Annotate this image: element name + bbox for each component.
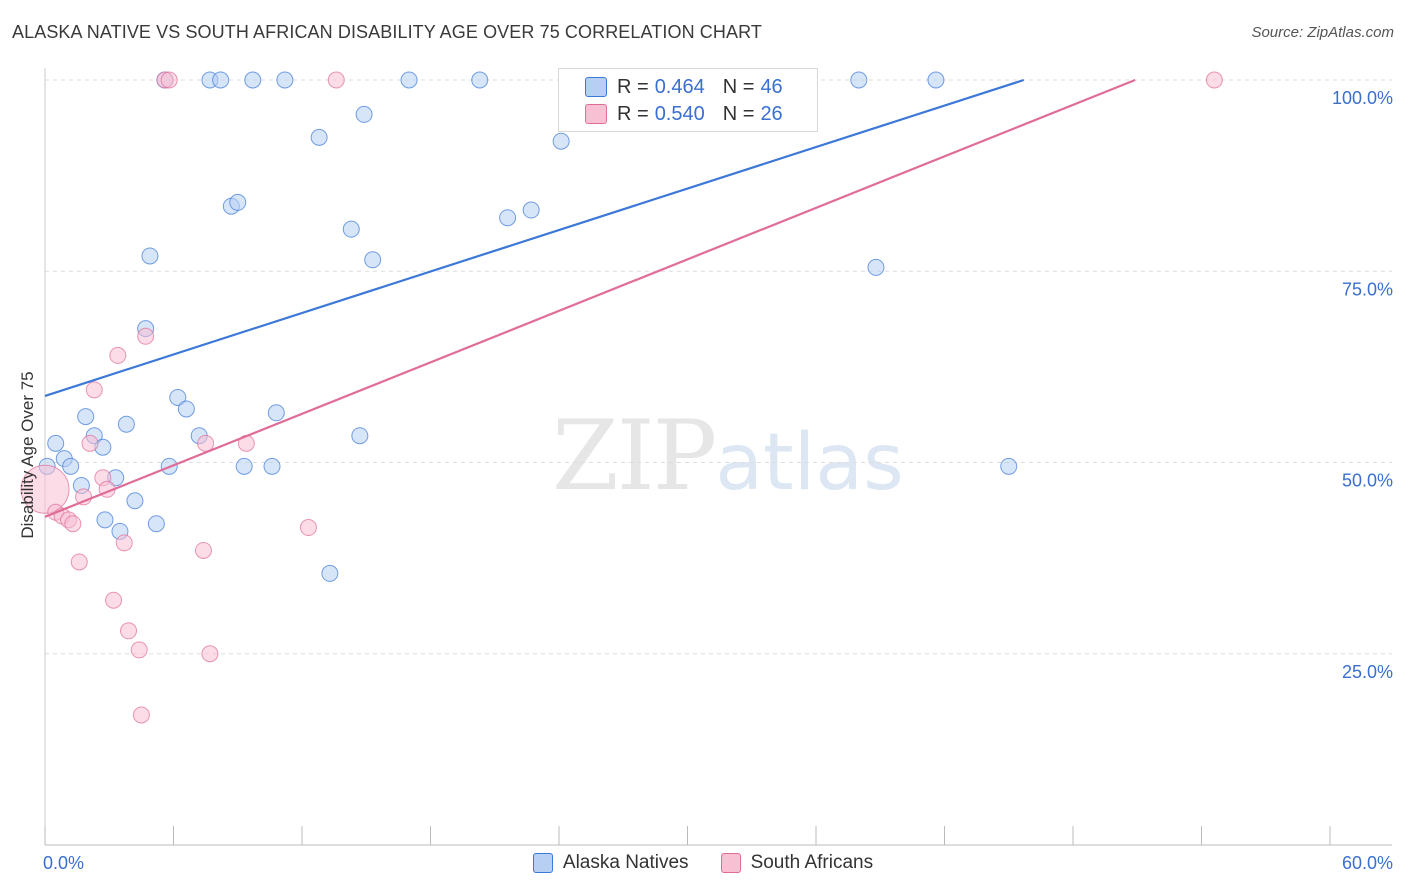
south-african-point bbox=[120, 622, 138, 640]
legend-n-value: 46 bbox=[760, 75, 783, 98]
alaska-point bbox=[400, 71, 418, 89]
watermark-zip: ZIP bbox=[552, 400, 717, 512]
south-african-trend-line bbox=[44, 78, 1136, 518]
alaska-point bbox=[499, 209, 517, 227]
south-african-point bbox=[327, 71, 345, 89]
south-african-point bbox=[201, 645, 219, 663]
bottom-legend: Alaska Natives South Africans bbox=[0, 852, 1406, 874]
alaska-point bbox=[235, 457, 253, 475]
y-tick-label: 50.0% bbox=[1342, 471, 1393, 491]
alaska-point bbox=[471, 71, 489, 89]
y-tick-label: 75.0% bbox=[1342, 279, 1393, 299]
bottom-legend-swatch-south-african bbox=[720, 853, 741, 873]
alaska-point bbox=[147, 515, 165, 533]
alaska-point bbox=[867, 258, 885, 276]
legend-r-value: 0.540 bbox=[654, 102, 705, 125]
alaska-point bbox=[342, 220, 360, 238]
bottom-legend-swatch-alaska bbox=[532, 853, 553, 873]
y-tick-label: 100.0% bbox=[1332, 88, 1393, 108]
alaska-point bbox=[47, 434, 65, 452]
alaska-point bbox=[276, 71, 294, 89]
alaska-point bbox=[169, 388, 187, 406]
south-african-point bbox=[1205, 71, 1223, 89]
bottom-legend-alaska[interactable]: Alaska Natives bbox=[532, 852, 689, 874]
alaska-point bbox=[229, 193, 247, 211]
alaska-point bbox=[267, 404, 285, 422]
bottom-legend-label-south-african: South Africans bbox=[750, 852, 874, 873]
alaska-trend-line bbox=[44, 78, 1025, 397]
legend-r-label: R = bbox=[617, 75, 649, 98]
alaska-point bbox=[351, 427, 369, 445]
alaska-point bbox=[126, 492, 144, 510]
alaska-point bbox=[117, 415, 135, 433]
south-african-point bbox=[132, 706, 150, 724]
south-african-point bbox=[137, 327, 155, 345]
source-label: Source: ZipAtlas.com bbox=[1251, 24, 1394, 41]
legend-r-label: R = bbox=[617, 102, 649, 125]
south-african-point bbox=[109, 346, 127, 364]
alaska-point bbox=[77, 408, 95, 426]
y-axis-label: Disability Age Over 75 bbox=[18, 371, 37, 539]
x-tick-label: 0.0% bbox=[43, 853, 84, 873]
south-african-point bbox=[115, 534, 133, 552]
y-tick-label: 25.0% bbox=[1342, 662, 1393, 682]
alaska-point bbox=[177, 400, 195, 418]
south-african-point bbox=[160, 71, 178, 89]
bottom-legend-south-african[interactable]: South Africans bbox=[720, 852, 874, 874]
x-tick-label: 60.0% bbox=[1342, 853, 1393, 873]
alaska-point bbox=[141, 247, 159, 265]
chart-title: ALASKA NATIVE VS SOUTH AFRICAN DISABILIT… bbox=[12, 22, 762, 42]
alaska-point bbox=[1000, 457, 1018, 475]
alaska-point bbox=[355, 105, 373, 123]
south-african-point bbox=[194, 541, 212, 559]
legend-r-value: 0.464 bbox=[654, 75, 705, 98]
alaska-point bbox=[212, 71, 230, 89]
legend: R = 0.464 N = 46 R = 0.540 N = 26 bbox=[558, 68, 818, 132]
legend-swatch-alaska bbox=[585, 77, 607, 97]
legend-n-label: N = bbox=[722, 75, 755, 98]
alaska-point bbox=[552, 132, 570, 150]
south-african-point bbox=[299, 519, 317, 537]
south-african-point bbox=[20, 464, 70, 514]
south-african-point bbox=[64, 515, 82, 533]
south-african-point bbox=[105, 591, 123, 609]
alaska-point bbox=[850, 71, 868, 89]
south-african-point bbox=[70, 553, 88, 571]
alaska-point bbox=[522, 201, 540, 219]
legend-n-value: 26 bbox=[760, 102, 783, 125]
alaska-point bbox=[263, 457, 281, 475]
alaska-point bbox=[321, 564, 339, 582]
alaska-point bbox=[244, 71, 262, 89]
alaska-point bbox=[62, 457, 80, 475]
south-african-point bbox=[81, 434, 99, 452]
legend-n-label: N = bbox=[722, 102, 755, 125]
south-african-point bbox=[130, 641, 148, 659]
alaska-point bbox=[927, 71, 945, 89]
south-african-point bbox=[85, 381, 103, 399]
alaska-point bbox=[310, 128, 328, 146]
south-african-point bbox=[197, 434, 215, 452]
legend-row-alaska: R = 0.464 N = 46 bbox=[585, 75, 783, 99]
alaska-point bbox=[364, 251, 382, 269]
bottom-legend-label-alaska: Alaska Natives bbox=[562, 852, 689, 873]
alaska-point bbox=[96, 511, 114, 529]
legend-row-south-african: R = 0.540 N = 26 bbox=[585, 102, 783, 126]
legend-swatch-south-african bbox=[585, 104, 607, 124]
